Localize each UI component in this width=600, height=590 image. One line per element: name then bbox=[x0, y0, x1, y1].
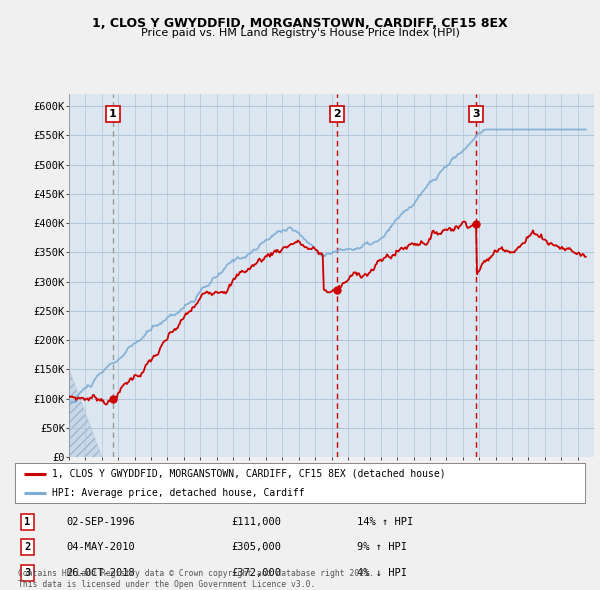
Text: 04-MAY-2010: 04-MAY-2010 bbox=[66, 542, 135, 552]
Text: 2: 2 bbox=[333, 109, 341, 119]
Polygon shape bbox=[69, 369, 102, 457]
Text: 1: 1 bbox=[25, 517, 31, 527]
Text: 3: 3 bbox=[473, 109, 480, 119]
Text: HPI: Average price, detached house, Cardiff: HPI: Average price, detached house, Card… bbox=[52, 488, 305, 497]
Text: 9% ↑ HPI: 9% ↑ HPI bbox=[357, 542, 407, 552]
Text: £372,000: £372,000 bbox=[232, 568, 281, 578]
Text: Contains HM Land Registry data © Crown copyright and database right 2025.
This d: Contains HM Land Registry data © Crown c… bbox=[18, 569, 374, 589]
Text: 1, CLOS Y GWYDDFID, MORGANSTOWN, CARDIFF, CF15 8EX: 1, CLOS Y GWYDDFID, MORGANSTOWN, CARDIFF… bbox=[92, 17, 508, 30]
Text: 02-SEP-1996: 02-SEP-1996 bbox=[66, 517, 135, 527]
Text: 2: 2 bbox=[25, 542, 31, 552]
Text: Price paid vs. HM Land Registry's House Price Index (HPI): Price paid vs. HM Land Registry's House … bbox=[140, 28, 460, 38]
Text: 26-OCT-2018: 26-OCT-2018 bbox=[66, 568, 135, 578]
Text: 4% ↓ HPI: 4% ↓ HPI bbox=[357, 568, 407, 578]
Polygon shape bbox=[69, 411, 89, 457]
Text: £305,000: £305,000 bbox=[232, 542, 281, 552]
Text: 3: 3 bbox=[25, 568, 31, 578]
Text: £111,000: £111,000 bbox=[232, 517, 281, 527]
Text: 1: 1 bbox=[109, 109, 116, 119]
Text: 1, CLOS Y GWYDDFID, MORGANSTOWN, CARDIFF, CF15 8EX (detached house): 1, CLOS Y GWYDDFID, MORGANSTOWN, CARDIFF… bbox=[52, 469, 446, 479]
Text: 14% ↑ HPI: 14% ↑ HPI bbox=[357, 517, 413, 527]
